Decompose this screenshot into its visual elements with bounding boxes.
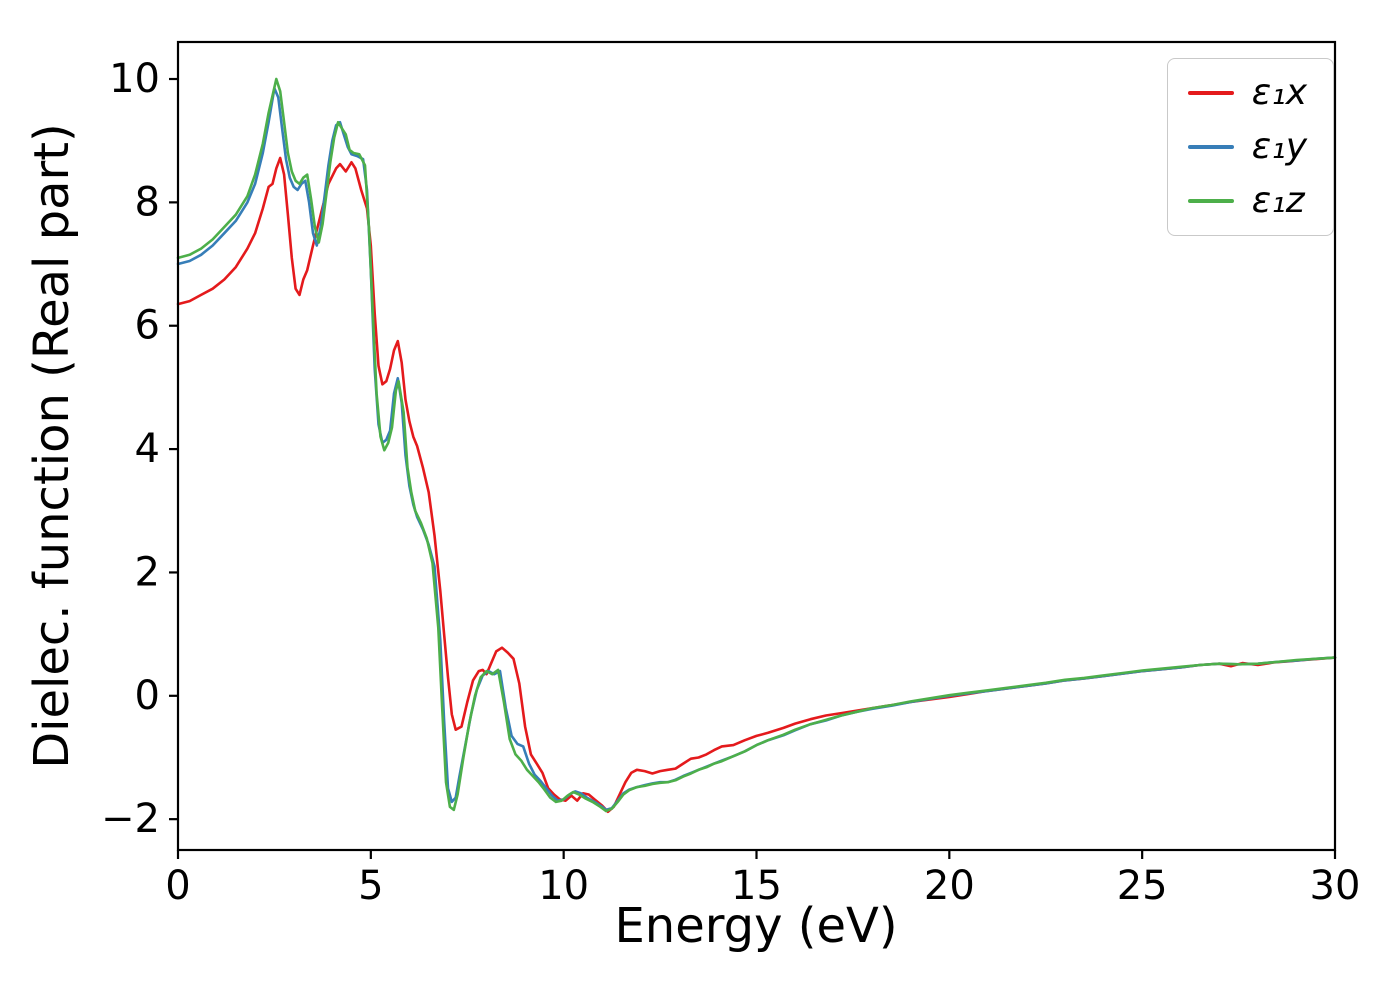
series-line-eps1x (176, 156, 1337, 814)
legend-line-swatch-green (1187, 199, 1234, 203)
x-tick-label: 25 (1117, 863, 1168, 909)
x-tick-label: 10 (538, 863, 589, 909)
x-axis-label: Energy (eV) (614, 898, 898, 954)
legend-label-eps1y: ε₁y (1251, 126, 1307, 167)
legend-item-eps1y: ε₁y (1187, 126, 1307, 167)
y-tick-label: 4 (135, 426, 160, 472)
y-tick-label: 6 (135, 303, 160, 349)
legend-line-swatch-red (1187, 91, 1234, 95)
series-line-eps1z (176, 77, 1337, 813)
legend: ε₁x ε₁y ε₁z (1166, 58, 1334, 236)
plot-frame (176, 40, 1337, 852)
y-tick-label: 8 (135, 179, 160, 225)
y-tick-label: 2 (135, 549, 160, 595)
x-tick-label: 20 (924, 863, 975, 909)
legend-line-swatch-blue (1187, 145, 1234, 149)
legend-item-eps1z: ε₁z (1187, 180, 1307, 221)
y-tick-label: 0 (135, 673, 160, 719)
x-tick-label: 15 (731, 863, 782, 909)
legend-label-eps1z: ε₁z (1251, 180, 1305, 221)
x-tick-label: 5 (358, 863, 383, 909)
legend-label-eps1x: ε₁x (1251, 72, 1307, 113)
y-tick-label: −2 (101, 796, 160, 842)
y-tick-label: 10 (109, 56, 160, 102)
x-tick-label: 30 (1310, 863, 1361, 909)
legend-item-eps1x: ε₁x (1187, 72, 1307, 113)
series-line-eps1y (176, 87, 1337, 812)
y-axis-label: Dielec. function (Real part) (24, 123, 80, 769)
x-tick-label: 0 (165, 863, 190, 909)
